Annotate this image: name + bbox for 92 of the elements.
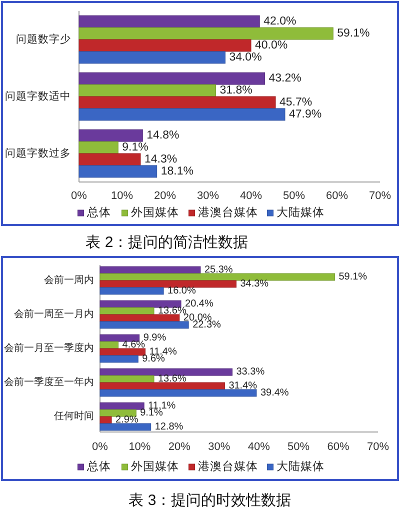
y-tick-label: 会前一周内 [44,274,94,286]
x-tick-label: 30% [196,190,220,202]
data-label: 39.4% [260,387,289,398]
data-label: 25.3% [204,264,233,276]
bar [100,355,138,363]
x-tick-label: 0% [71,190,88,202]
bar [100,382,225,390]
text: 表 3：提问的时效性数据 [128,492,292,509]
bar [78,27,334,40]
legend-label: 港澳台媒体 [198,460,258,473]
data-label: 14.3% [144,153,178,166]
bar [78,141,118,154]
x-tick-label: 40% [248,441,270,453]
data-label: 18.1% [160,165,194,178]
x-tick-label: 60% [326,190,348,202]
x-tick-label: 20% [168,441,191,453]
bar [78,51,226,64]
legend-label: 总体 [86,206,111,219]
x-tick-label: 60% [327,441,350,453]
legend-label: 外国媒体 [130,460,179,473]
data-label: 12.8% [154,421,184,432]
x-tick-label: 0% [92,441,108,453]
x-tick-label: 50% [288,441,310,453]
data-label: 59.1% [337,28,370,40]
y-tick-label: 任何时间 [53,410,94,422]
bar [78,129,143,142]
x-tick-label: 70% [366,441,390,453]
bar [100,314,180,322]
bar [100,341,119,349]
x-tick-label: 30% [208,441,230,453]
bar [100,368,232,376]
y-tick-label: 问题字数过多 [5,146,71,160]
y-tick-label: 会前一周至一月内 [14,308,94,320]
data-label: 31.8% [220,84,252,97]
bar [100,348,146,356]
y-tick-label: 问题字数适中 [5,90,71,102]
x-tick-label: 10% [110,190,134,202]
bar [100,389,257,397]
data-label: 43.2% [268,72,302,85]
data-label: 45.7% [280,96,312,108]
y-tick-label: 会前一月至一季度内 [4,342,94,354]
data-label: 9.1% [122,142,148,154]
bar [100,300,182,308]
data-label: 14.8% [146,130,180,142]
data-label: 31.4% [228,380,258,392]
data-label: 2.9% [116,414,138,426]
y-tick-label: 会前一季度至一年内 [4,376,94,388]
legend-label: 大陆媒体 [276,206,324,219]
x-tick-label: 70% [368,190,392,202]
data-label: 4.6% [122,340,146,351]
bar [100,409,136,417]
bar [100,280,236,288]
bar [78,72,266,85]
bar [78,84,216,97]
bar [78,108,286,121]
bar [100,307,154,315]
x-tick-label: 50% [282,190,306,202]
data-label: 34.0% [229,51,262,64]
data-label: 47.9% [288,108,322,120]
data-label: 33.3% [236,366,265,378]
bar [100,375,154,383]
x-tick-label: 10% [128,441,151,453]
bar [78,153,141,166]
data-label: 22.3% [192,319,222,330]
bar [100,273,335,281]
bar [78,96,276,109]
bar [78,15,260,28]
data-label: 34.3% [240,278,269,290]
x-tick-label: 40% [240,190,262,202]
bar [78,39,252,52]
data-label: 13.6% [158,374,186,385]
bar [100,423,152,431]
text: 表 2：提问的简洁性数据 [86,234,248,251]
bar [100,321,189,329]
data-label: 20.4% [185,298,214,310]
x-tick-label: 20% [154,190,176,202]
data-label: 42.0% [264,16,296,28]
legend-label: 大陆媒体 [276,460,324,473]
legend-label: 港澳台媒体 [198,206,258,219]
bar [78,165,158,178]
bar [100,287,164,295]
data-label: 9.9% [143,332,166,344]
data-label: 13.6% [158,306,186,316]
data-label: 16.0% [168,285,196,296]
bar [100,416,112,424]
data-label: 59.1% [338,271,368,282]
legend-label: 总体 [86,460,111,473]
data-label: 40.0% [255,39,288,52]
y-tick-label: 问题数字少 [16,32,71,46]
legend-label: 外国媒体 [130,206,179,219]
bar [100,266,201,274]
bar [100,334,140,342]
